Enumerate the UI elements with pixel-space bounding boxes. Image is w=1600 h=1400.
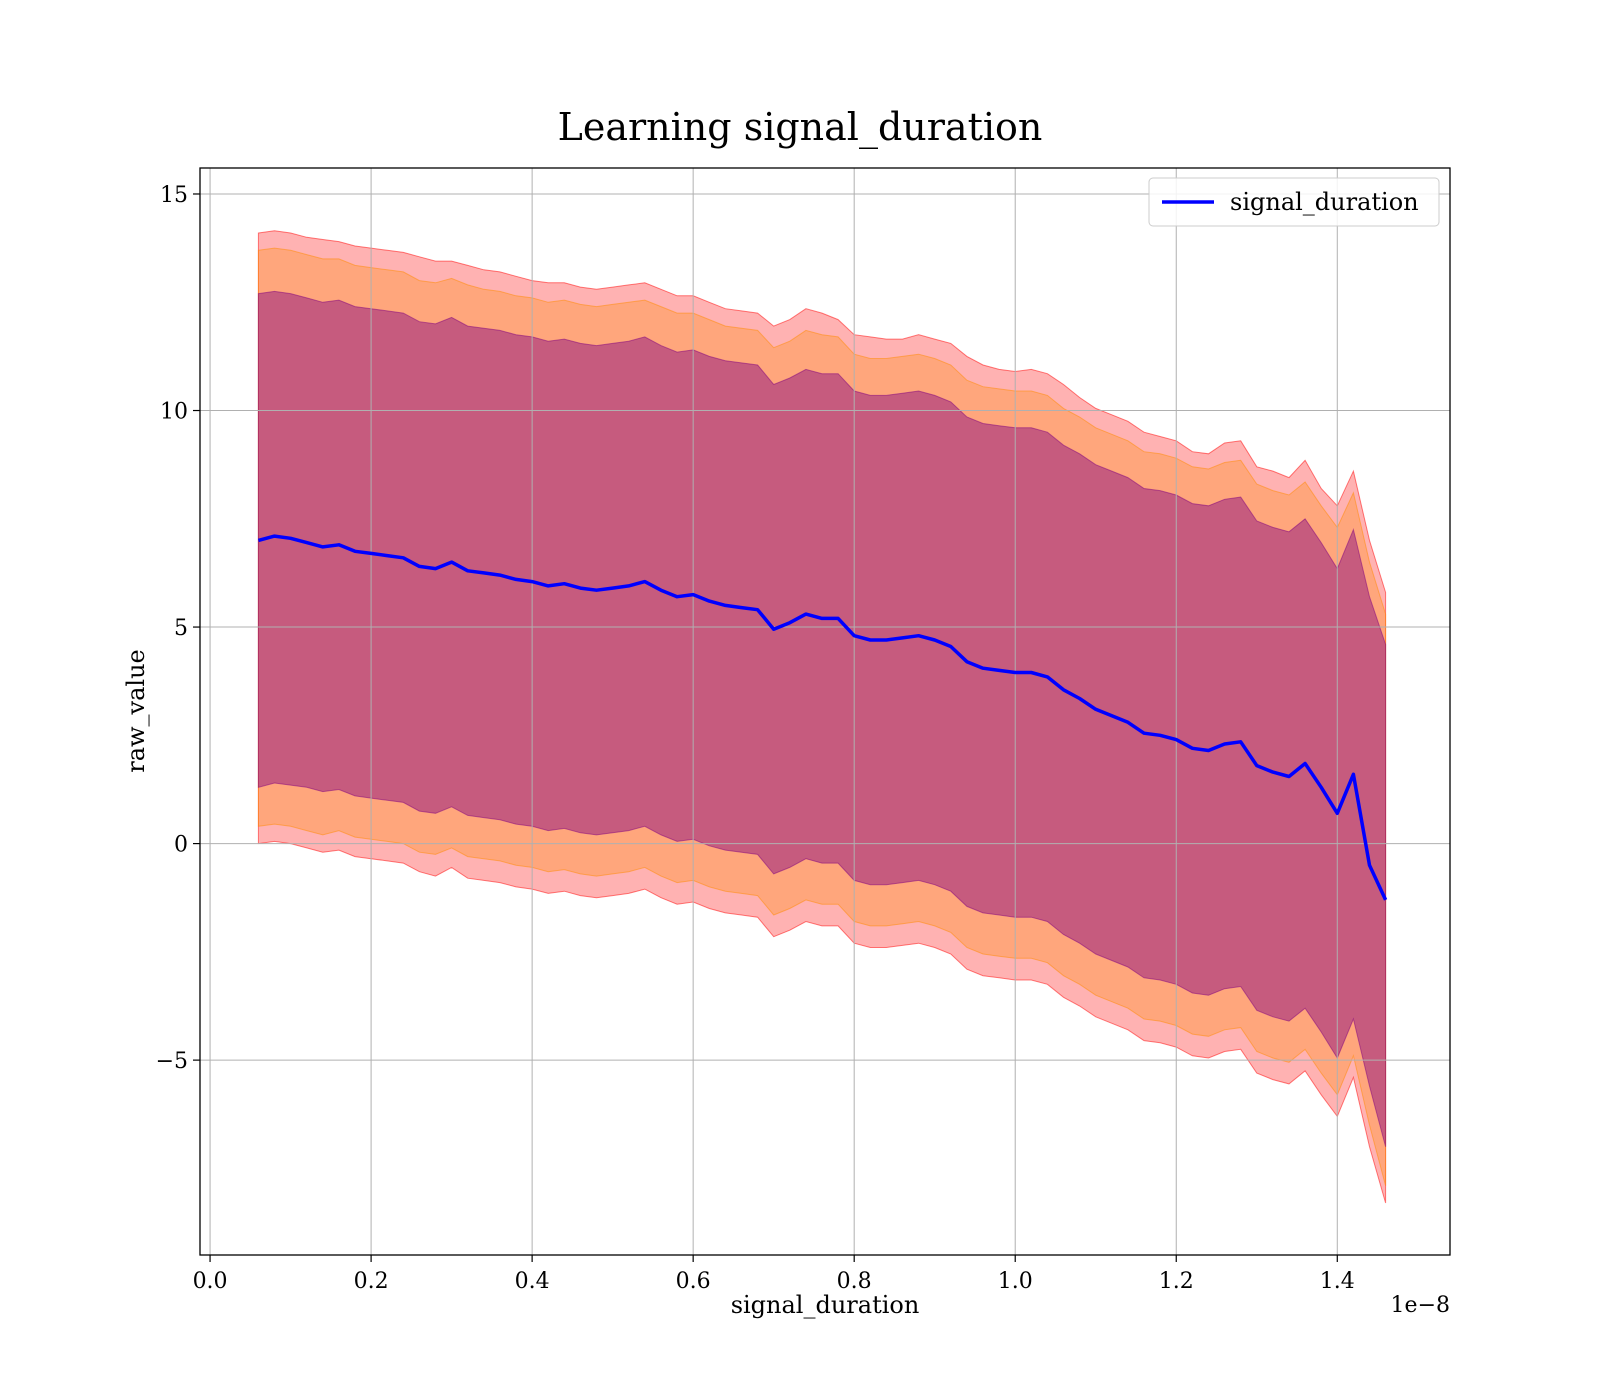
plot-frame (199, 167, 1451, 1256)
x-axis-ticks: 0.0 0.2 0.4 0.6 0.8 1.0 1.2 1.4 (193, 1255, 1355, 1294)
legend: signal_duration (1148, 177, 1440, 227)
y-tick-label: 10 (160, 400, 188, 425)
y-axis-label: raw_value (122, 649, 150, 773)
band-mid (257, 247, 1387, 1186)
x-tick-label: 1.0 (998, 1269, 1033, 1294)
x-tick-label: 0.2 (354, 1269, 389, 1294)
legend-label-signal-duration: signal_duration (1230, 188, 1419, 216)
series-line-signal-duration (257, 534, 1388, 901)
x-tick-label: 1.4 (1320, 1269, 1355, 1294)
plot-background (200, 168, 1450, 1255)
y-tick-label: −5 (156, 1049, 188, 1074)
x-tick-label: 0.8 (837, 1269, 872, 1294)
x-axis-label: signal_duration (731, 1291, 920, 1319)
x-tick-label: 0.0 (193, 1269, 228, 1294)
confidence-bands (257, 230, 1387, 1204)
band-inner (257, 290, 1387, 1147)
x-tick-label: 1.2 (1159, 1269, 1194, 1294)
y-tick-label: 5 (174, 616, 188, 641)
x-tick-label: 0.6 (676, 1269, 711, 1294)
x-axis-offset-label: 1e−8 (1391, 1293, 1450, 1318)
band-outer (257, 230, 1387, 1204)
chart-title: Learning signal_duration (558, 105, 1043, 150)
y-axis-ticks: −5 0 5 10 15 (156, 183, 200, 1074)
y-tick-label: 15 (160, 183, 188, 208)
legend-frame (1148, 177, 1440, 227)
plot-area (199, 167, 1451, 1256)
y-tick-label: 0 (174, 833, 188, 858)
x-tick-label: 0.4 (515, 1269, 550, 1294)
